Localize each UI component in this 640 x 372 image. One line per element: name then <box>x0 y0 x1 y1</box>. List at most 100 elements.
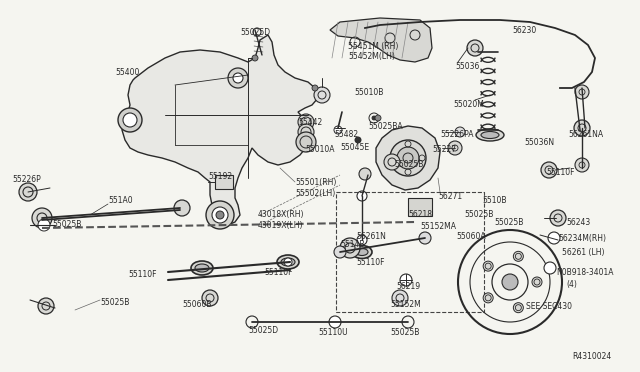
Text: 55025B: 55025B <box>494 218 524 227</box>
Text: 55025BA: 55025BA <box>368 122 403 131</box>
Text: R4310024: R4310024 <box>572 352 611 361</box>
Circle shape <box>483 261 493 271</box>
Text: 55501(RH): 55501(RH) <box>295 178 337 187</box>
Circle shape <box>550 210 566 226</box>
Text: 56261 (LH): 56261 (LH) <box>562 248 605 257</box>
Circle shape <box>118 108 142 132</box>
Text: 56261NA: 56261NA <box>568 130 603 139</box>
Text: 56219: 56219 <box>396 282 420 291</box>
Circle shape <box>19 183 37 201</box>
Circle shape <box>390 140 426 176</box>
Circle shape <box>298 124 314 140</box>
Text: 56230: 56230 <box>512 26 536 35</box>
Text: 56234M(RH): 56234M(RH) <box>558 234 606 243</box>
Circle shape <box>532 277 542 287</box>
Circle shape <box>216 211 224 219</box>
Text: 551A0: 551A0 <box>108 196 132 205</box>
Text: (4): (4) <box>566 280 577 289</box>
Circle shape <box>312 85 318 91</box>
Text: 55025B: 55025B <box>52 220 81 229</box>
Text: 5514B: 5514B <box>340 240 365 249</box>
Text: 55226P: 55226P <box>12 175 41 184</box>
Circle shape <box>419 232 431 244</box>
Text: 55452M(LH): 55452M(LH) <box>348 52 395 61</box>
Circle shape <box>314 87 330 103</box>
Ellipse shape <box>191 261 213 275</box>
Text: 55036N: 55036N <box>524 138 554 147</box>
Circle shape <box>483 293 493 303</box>
Circle shape <box>38 219 50 231</box>
Circle shape <box>397 147 419 169</box>
Circle shape <box>298 114 314 130</box>
Text: 55036: 55036 <box>455 62 479 71</box>
Text: 55045E: 55045E <box>340 143 369 152</box>
Circle shape <box>372 116 376 120</box>
Text: 55192: 55192 <box>208 172 232 181</box>
Circle shape <box>334 246 346 258</box>
Circle shape <box>38 298 54 314</box>
Text: 55025B: 55025B <box>464 210 493 219</box>
Text: 55152M: 55152M <box>390 300 420 309</box>
Text: 55025B: 55025B <box>394 160 424 169</box>
Ellipse shape <box>476 129 504 141</box>
Circle shape <box>202 290 218 306</box>
Circle shape <box>212 207 228 223</box>
Polygon shape <box>330 18 432 62</box>
Text: 43019X(LH): 43019X(LH) <box>258 221 303 230</box>
Circle shape <box>513 303 524 313</box>
Polygon shape <box>122 35 318 225</box>
Circle shape <box>334 126 342 134</box>
Circle shape <box>357 235 367 245</box>
Text: 55010B: 55010B <box>354 88 383 97</box>
Text: 55451M (RH): 55451M (RH) <box>348 42 398 51</box>
Text: 5510B: 5510B <box>482 196 506 205</box>
Bar <box>215 175 233 189</box>
Text: 55025D: 55025D <box>240 28 270 37</box>
Text: 56243: 56243 <box>566 218 590 227</box>
Circle shape <box>357 191 367 201</box>
Circle shape <box>502 274 518 290</box>
Text: 43018X(RH): 43018X(RH) <box>258 210 305 219</box>
Circle shape <box>359 168 371 180</box>
Text: 55025D: 55025D <box>248 326 278 335</box>
Text: 55010A: 55010A <box>305 145 335 154</box>
Circle shape <box>252 55 258 61</box>
Circle shape <box>400 274 412 286</box>
Text: 55442: 55442 <box>298 118 323 127</box>
Ellipse shape <box>277 255 299 269</box>
Circle shape <box>574 120 590 136</box>
Text: 55060B: 55060B <box>182 300 211 309</box>
Circle shape <box>467 40 483 56</box>
Circle shape <box>455 127 465 137</box>
Text: 55110U: 55110U <box>318 328 348 337</box>
Ellipse shape <box>356 248 368 256</box>
Text: 56261N: 56261N <box>356 232 386 241</box>
Circle shape <box>123 113 137 127</box>
Text: 55110F: 55110F <box>264 268 292 277</box>
Circle shape <box>544 262 556 274</box>
Text: 55152MA: 55152MA <box>420 222 456 231</box>
Circle shape <box>575 158 589 172</box>
Ellipse shape <box>195 264 209 272</box>
Circle shape <box>384 154 400 170</box>
Text: 55110F: 55110F <box>546 168 575 177</box>
Text: 55020M: 55020M <box>453 100 484 109</box>
Bar <box>336 192 484 312</box>
Circle shape <box>513 251 524 261</box>
Ellipse shape <box>281 258 295 266</box>
Text: 55110F: 55110F <box>356 258 385 267</box>
Circle shape <box>329 316 341 328</box>
Circle shape <box>284 258 292 266</box>
Ellipse shape <box>481 131 499 138</box>
Circle shape <box>340 238 360 258</box>
Text: 55400: 55400 <box>115 68 140 77</box>
Text: 55502(LH): 55502(LH) <box>295 189 335 198</box>
Circle shape <box>296 132 316 152</box>
Text: SEE SEC430: SEE SEC430 <box>526 302 572 311</box>
Ellipse shape <box>352 246 372 259</box>
Text: 55025B: 55025B <box>390 328 419 337</box>
Circle shape <box>448 141 462 155</box>
Circle shape <box>548 232 560 244</box>
Text: 55227: 55227 <box>432 145 456 154</box>
Text: 55482: 55482 <box>334 130 358 139</box>
